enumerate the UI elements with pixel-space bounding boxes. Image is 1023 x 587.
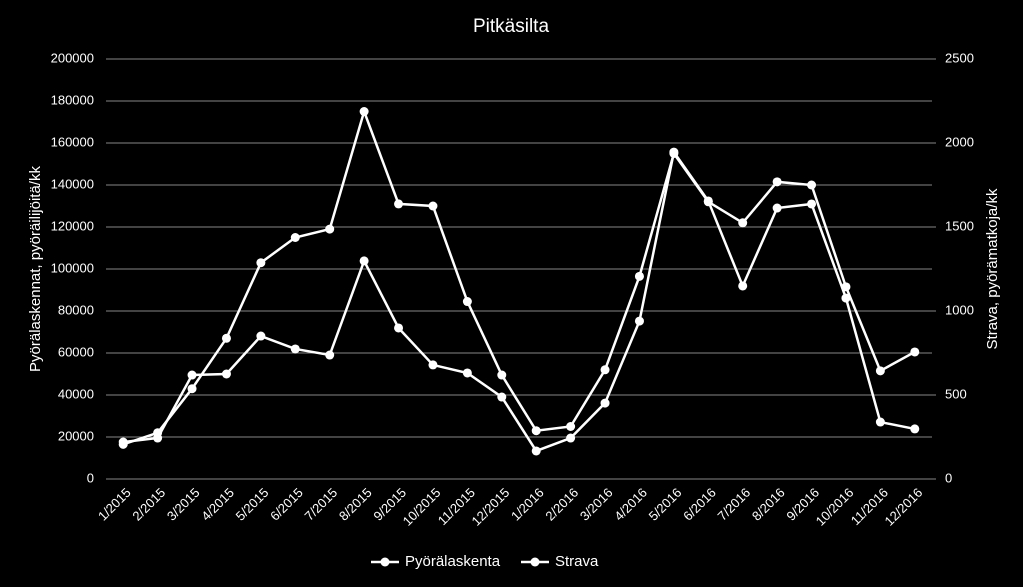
data-point	[566, 433, 576, 443]
x-tick-label: 1/2016	[508, 485, 547, 524]
data-point	[497, 370, 507, 380]
x-tick-label: 10/2015	[400, 485, 444, 529]
data-point	[428, 360, 438, 370]
x-tick-label: 2/2016	[542, 485, 581, 524]
data-point	[153, 433, 163, 443]
x-tick-label: 10/2016	[813, 485, 857, 529]
legend-marker	[380, 557, 390, 567]
data-point	[187, 370, 197, 380]
data-point	[807, 199, 817, 209]
data-point	[221, 333, 231, 343]
data-point	[738, 281, 748, 291]
data-point	[462, 297, 472, 307]
y-tick-label: 80000	[58, 302, 94, 317]
y2-tick-label: 500	[945, 386, 967, 401]
y2-tick-label: 0	[945, 470, 952, 485]
data-point	[910, 424, 920, 434]
x-tick-label: 12/2015	[469, 485, 513, 529]
x-tick-label: 7/2015	[302, 485, 341, 524]
data-point	[703, 196, 713, 206]
data-point	[600, 365, 610, 375]
y2-tick-label: 2000	[945, 134, 974, 149]
data-point	[634, 271, 644, 281]
data-point	[394, 199, 404, 209]
data-point	[875, 366, 885, 376]
y2-axis-title: Strava, pyörämatkoja/kk	[984, 188, 1001, 349]
data-point	[290, 233, 300, 242]
x-tick-label: 6/2015	[267, 485, 306, 524]
y2-tick-label: 1000	[945, 302, 974, 317]
y-tick-label: 20000	[58, 428, 94, 443]
y-tick-label: 140000	[51, 176, 94, 191]
x-tick-label: 8/2016	[749, 485, 788, 524]
y-tick-label: 0	[87, 470, 94, 485]
data-point	[566, 422, 576, 431]
chart-title: Pitkäsilta	[473, 16, 549, 37]
x-tick-label: 7/2016	[715, 485, 754, 524]
x-tick-label: 4/2016	[611, 485, 650, 524]
legend-marker	[530, 557, 540, 567]
y-tick-label: 160000	[51, 134, 94, 149]
data-point	[531, 426, 541, 436]
data-point	[394, 323, 404, 333]
series-line	[122, 107, 916, 446]
data-point	[531, 446, 541, 456]
data-point	[669, 147, 679, 157]
data-point	[290, 344, 300, 354]
y2-tick-label: 2500	[945, 50, 974, 65]
x-tick-label: 2/2015	[129, 485, 168, 524]
data-point	[256, 258, 266, 268]
data-point	[497, 392, 507, 402]
y-tick-label: 60000	[58, 344, 94, 359]
data-point	[772, 203, 782, 213]
y-tick-label: 40000	[58, 386, 94, 401]
data-point	[428, 201, 438, 211]
legend-label: Pyörälaskenta	[405, 553, 501, 570]
x-tick-label: 5/2016	[646, 485, 685, 524]
data-point	[772, 177, 782, 187]
data-point	[462, 368, 472, 378]
data-point	[738, 218, 748, 228]
legend-label: Strava	[555, 553, 599, 570]
data-point	[325, 224, 335, 234]
y-tick-label: 180000	[51, 92, 94, 107]
data-point	[325, 350, 335, 360]
data-point	[807, 180, 817, 190]
x-tick-label: 6/2016	[680, 485, 719, 524]
y-tick-label: 100000	[51, 260, 94, 275]
data-point	[187, 384, 197, 394]
data-point	[910, 347, 920, 357]
x-tick-label: 5/2015	[233, 485, 272, 524]
y-tick-label: 200000	[51, 50, 94, 65]
y2-tick-label: 1500	[945, 218, 974, 233]
y-axis-title: Pyörälaskennat, pyöräilijöitä/kk	[27, 166, 44, 372]
x-tick-label: 3/2015	[164, 485, 203, 524]
data-point	[359, 107, 369, 116]
data-point	[600, 398, 610, 408]
data-point	[256, 331, 266, 341]
x-tick-label: 3/2016	[577, 485, 616, 524]
data-point	[634, 316, 644, 326]
data-point	[841, 293, 851, 303]
data-point	[221, 369, 231, 379]
x-tick-label: 8/2015	[336, 485, 375, 524]
data-point	[359, 256, 369, 266]
y-tick-label: 120000	[51, 218, 94, 233]
x-tick-label: 4/2015	[198, 485, 237, 524]
data-point	[118, 437, 128, 447]
x-tick-label: 12/2016	[882, 485, 926, 529]
data-point	[875, 417, 885, 427]
x-tick-label: 1/2015	[95, 485, 134, 524]
series-line	[123, 148, 916, 453]
